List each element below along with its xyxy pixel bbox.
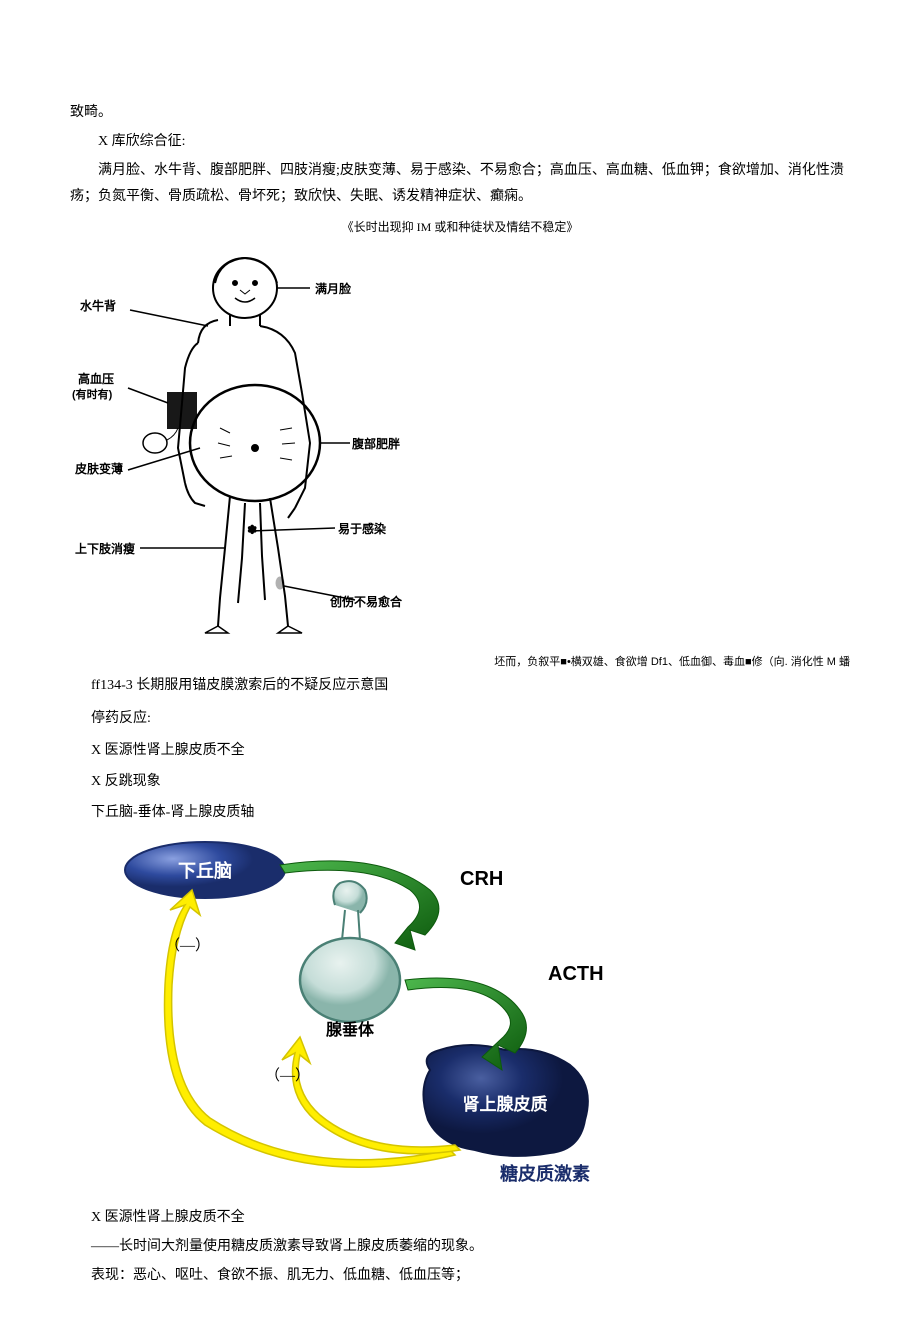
label-hypothalamus: 下丘脑 (178, 860, 232, 881)
label-glucocorticoid: 糖皮质激素 (500, 1163, 590, 1184)
label-pituitary: 腺垂体 (326, 1020, 375, 1039)
figure-1-caption-top: 《长时出现抑 IM 或和种徒状及情结不稳定》 (70, 217, 850, 239)
paragraph-1: 致畸。 (70, 100, 850, 125)
label-easy-infection: 易于感染 (338, 521, 387, 536)
label-acth: ACTH (548, 963, 604, 985)
label-poor-healing: 创伤不易愈合 (329, 594, 403, 609)
paragraph-9: X 医源性肾上腺皮质不全 (91, 1205, 850, 1230)
paragraph-8: 下丘脑-垂体-肾上腺皮质轴 (91, 800, 850, 825)
paragraph-2: X 库欣综合征: (70, 129, 850, 154)
label-crh: CRH (460, 868, 503, 890)
cushing-body-diagram: ✻ 水牛背 满月脸 高血压 (有时有) 皮肤变薄 腹部肥胖 (70, 248, 430, 643)
label-thin-skin: 皮肤变薄 (74, 461, 123, 476)
paragraph-3: 满月脸、水牛背、腹部肥胖、四肢消瘦;皮肤变薄、易于感染、不易愈合；高血压、高血糖… (70, 158, 850, 208)
label-negative-2: （—） (265, 1067, 310, 1084)
label-buffalo-hump: 水牛背 (80, 298, 116, 313)
label-hypertension-2: (有时有) (72, 387, 113, 401)
label-moon-face: 满月脸 (315, 281, 352, 296)
paragraph-4: ff134-3 长期服用锚皮膜激索后的不疑反应示意国 (91, 673, 850, 698)
body-diagram-container: ✻ 水牛背 满月脸 高血压 (有时有) 皮肤变薄 腹部肥胖 (70, 248, 430, 643)
label-abdominal-obesity: 腹部肥胖 (352, 436, 400, 451)
label-hypertension-1: 高血压 (78, 371, 114, 386)
paragraph-7: X 反跳现象 (91, 769, 850, 794)
paragraph-10: ——长时间大剂量使用糖皮质激素导致肾上腺皮质萎缩的现象。 (91, 1234, 850, 1259)
label-adrenal: 肾上腺皮质 (463, 1094, 548, 1114)
label-limb-wasting: 上下肢消瘦 (75, 541, 135, 556)
paragraph-11: 表现：恶心、呕吐、食欲不振、肌无力、低血糖、低血压等； (91, 1263, 850, 1288)
pituitary-shape (300, 881, 400, 1022)
figure-1-caption-bottom: 坯而，负叙平■•横双雄、食欲增 Df1、低血御、毒血■修（向. 消化性 M 蟠 (70, 653, 850, 673)
paragraph-5: 停药反应: (91, 706, 850, 731)
hpa-axis-diagram: 下丘脑 腺垂体 肾上腺皮质 糖皮质激素 CRH ACTH （—） （—） (110, 835, 630, 1195)
label-negative-1: （—） (165, 937, 210, 954)
paragraph-6: X 医源性肾上腺皮质不全 (91, 738, 850, 763)
